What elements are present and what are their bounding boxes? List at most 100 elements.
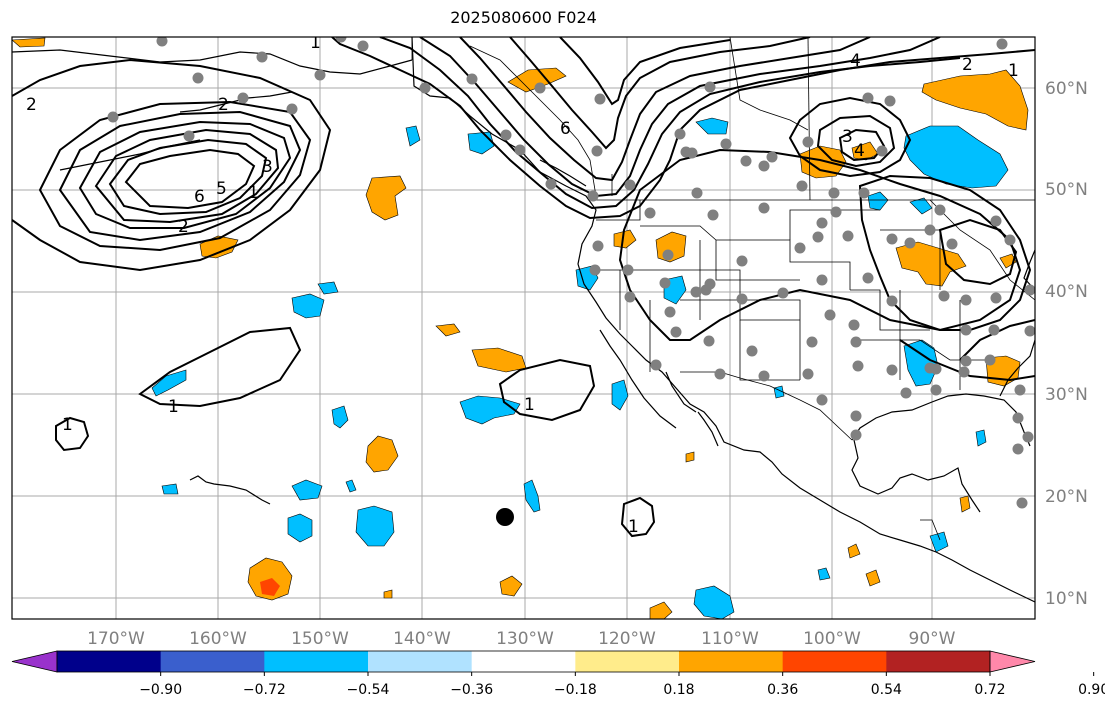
- station-dot: [720, 138, 732, 150]
- station-dot: [766, 151, 778, 163]
- station-dot: [842, 230, 854, 242]
- colorbar-box: [575, 651, 680, 672]
- map-title: 2025080600 F024: [450, 8, 597, 27]
- station-dot: [852, 360, 864, 372]
- station-dot: [662, 249, 674, 261]
- colorbar-tick-label: −0.90: [139, 682, 182, 698]
- lon-label: 170°W: [87, 629, 145, 649]
- contour-label: 5: [216, 179, 227, 199]
- station-dot: [828, 187, 840, 199]
- station-dot: [758, 160, 770, 172]
- contour-label: 1: [248, 183, 259, 203]
- station-dot: [1016, 497, 1028, 509]
- contour-label: 1: [168, 397, 179, 417]
- station-dot: [670, 326, 682, 338]
- station-dot: [794, 242, 806, 254]
- station-dot: [594, 93, 606, 105]
- colorbar-box: [368, 651, 473, 672]
- station-dot: [466, 73, 478, 85]
- contour-label: 2: [178, 217, 189, 237]
- colorbar-tick-label: −0.18: [554, 682, 597, 698]
- station-dot: [850, 336, 862, 348]
- marker-dot: [496, 508, 514, 526]
- station-dot: [938, 290, 950, 302]
- lon-label: 90°W: [909, 629, 956, 649]
- station-dot: [1012, 443, 1024, 455]
- station-dot: [802, 136, 814, 148]
- station-dot: [1004, 234, 1016, 246]
- station-dot: [1024, 284, 1035, 296]
- station-dot: [884, 95, 896, 107]
- colorbar-extend-low: [11, 650, 58, 673]
- lon-label: 160°W: [189, 629, 247, 649]
- station-dot: [357, 40, 369, 52]
- contour-label: 1: [628, 517, 639, 537]
- positive-anomaly-areas: [12, 37, 1029, 619]
- colorbar-tick-label: −0.36: [450, 682, 493, 698]
- station-dot: [686, 147, 698, 159]
- station-dot: [589, 264, 601, 276]
- lat-label: 40°N: [1045, 282, 1088, 302]
- colorbar-tick-label: 0.54: [871, 682, 902, 698]
- station-dot: [850, 410, 862, 422]
- station-dot: [824, 309, 836, 321]
- strong-positive-anomaly-areas: [260, 578, 280, 596]
- station-dot: [996, 38, 1008, 50]
- colorbar-box: [57, 651, 162, 672]
- station-dot: [796, 180, 808, 192]
- lat-label: 10°N: [1045, 589, 1088, 609]
- station-dot: [1014, 384, 1026, 396]
- station-dot: [335, 37, 347, 43]
- station-dot: [758, 370, 770, 382]
- station-dot: [990, 292, 1002, 304]
- colorbar-box: [471, 651, 576, 672]
- contour-label: 6: [194, 187, 205, 207]
- station-dot: [850, 429, 862, 441]
- station-dot: [500, 129, 512, 141]
- station-dot: [156, 37, 168, 47]
- contour-label: 1: [1008, 61, 1019, 81]
- station-dot: [514, 144, 526, 156]
- colorbar-frame: [56, 650, 991, 673]
- station-dot: [691, 187, 703, 199]
- station-dot: [904, 237, 916, 249]
- station-dot: [237, 92, 249, 104]
- station-dot: [924, 224, 936, 236]
- station-dot: [736, 293, 748, 305]
- map-panel: 2 2 6 5 1 3 2 1 6 4 2 1 3 4 1 1 1 1: [11, 33, 1036, 620]
- station-dot: [802, 368, 814, 380]
- station-dot: [848, 319, 860, 331]
- map-frame: [11, 36, 1036, 620]
- station-dot: [1022, 431, 1034, 443]
- station-dot: [624, 291, 636, 303]
- colorbar-extend-high: [989, 650, 1036, 673]
- station-dot: [286, 103, 298, 115]
- lon-label: 140°W: [393, 629, 451, 649]
- lat-label: 50°N: [1045, 180, 1088, 200]
- station-dot: [703, 335, 715, 347]
- station-dot: [990, 215, 1002, 227]
- station-dot: [816, 274, 828, 286]
- lon-label: 120°W: [598, 629, 656, 649]
- lat-label: 20°N: [1045, 487, 1088, 507]
- lat-label: 30°N: [1045, 385, 1088, 405]
- colorbar-box: [782, 651, 887, 672]
- station-dot: [816, 217, 828, 229]
- station-dot: [930, 363, 942, 375]
- contour-label: 1: [524, 395, 535, 415]
- colorbar-tick-label: 0.90: [1078, 682, 1105, 698]
- station-dot: [183, 130, 195, 142]
- longitude-labels: 170°W 160°W 150°W 140°W 130°W 120°W 110°…: [87, 629, 956, 649]
- lon-label: 100°W: [803, 629, 861, 649]
- station-dot: [886, 233, 898, 245]
- contour-label: 3: [842, 127, 853, 147]
- station-dot: [704, 81, 716, 93]
- station-dot: [862, 272, 874, 284]
- station-dot: [746, 345, 758, 357]
- contour-label: 2: [962, 55, 973, 75]
- station-dot: [419, 82, 431, 94]
- station-dot: [592, 240, 604, 252]
- contour-label: 1: [310, 33, 321, 53]
- station-dot: [930, 384, 942, 396]
- station-dot: [758, 202, 770, 214]
